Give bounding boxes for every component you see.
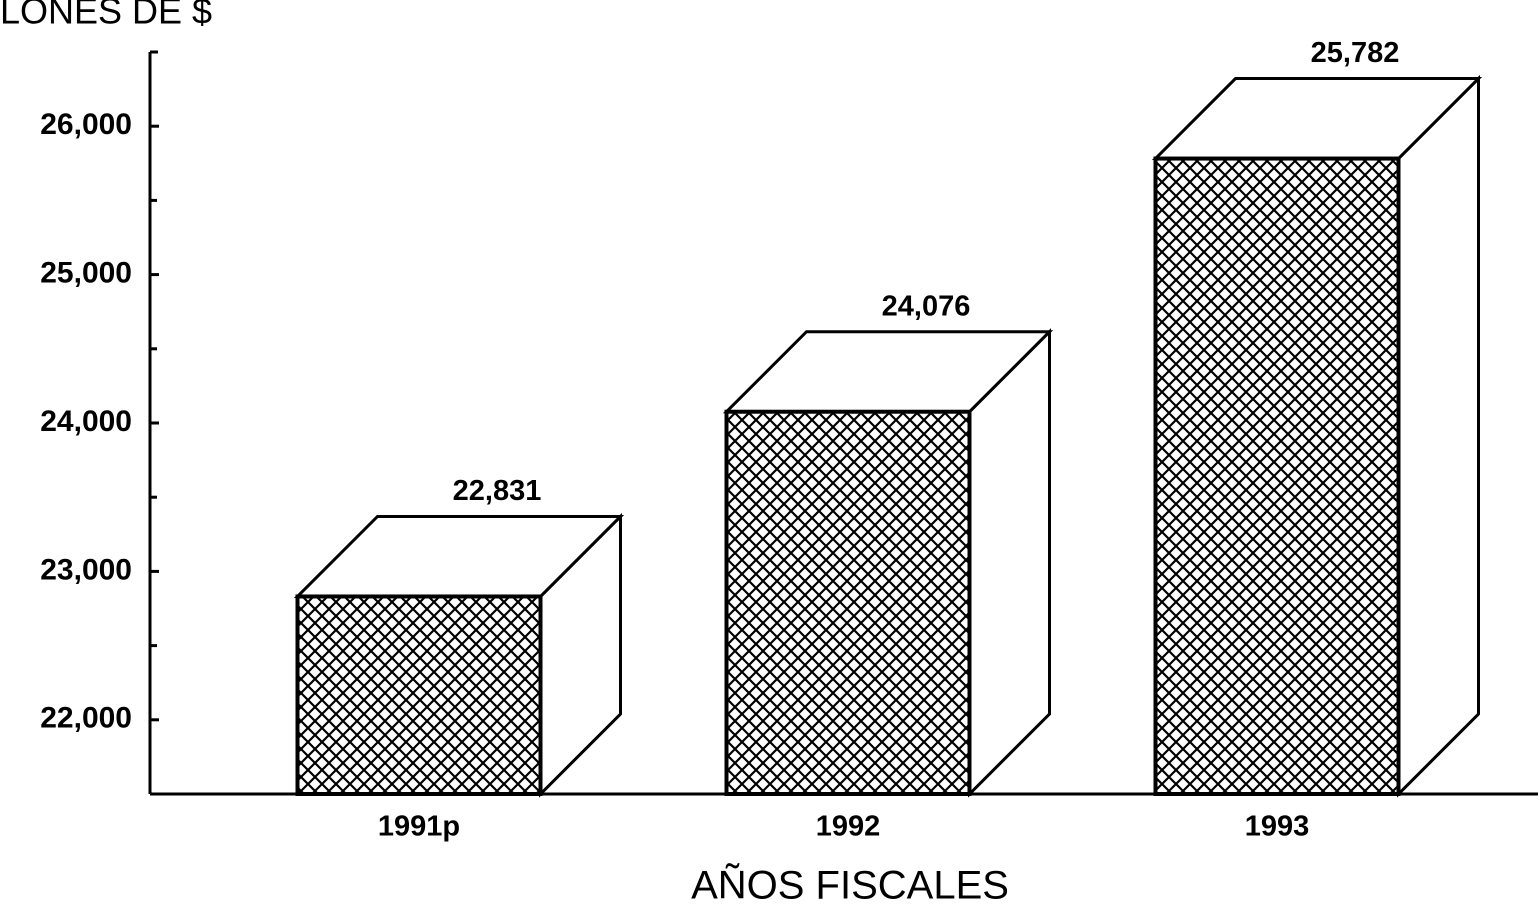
value-label: 24,076: [882, 290, 971, 322]
y-tick-label: 22,000: [40, 702, 132, 735]
y-tick-label: 24,000: [40, 405, 132, 438]
bar: [295, 594, 543, 797]
bar: [1153, 156, 1401, 796]
value-label: 22,831: [453, 475, 542, 507]
value-label: 25,782: [1311, 37, 1400, 69]
y-axis-label: LONES DE $: [0, 0, 212, 32]
bar-side: [1397, 74, 1480, 798]
x-tick-label: 1993: [1245, 811, 1310, 843]
y-tick-label: 26,000: [40, 108, 132, 141]
bar: [724, 409, 972, 796]
y-tick-label: 25,000: [40, 257, 132, 290]
x-axis-label: AÑOS FISCALES: [691, 863, 1009, 907]
x-tick-label: 1991p: [378, 811, 460, 843]
y-tick-label: 23,000: [40, 553, 132, 586]
x-tick-label: 1992: [816, 811, 881, 843]
